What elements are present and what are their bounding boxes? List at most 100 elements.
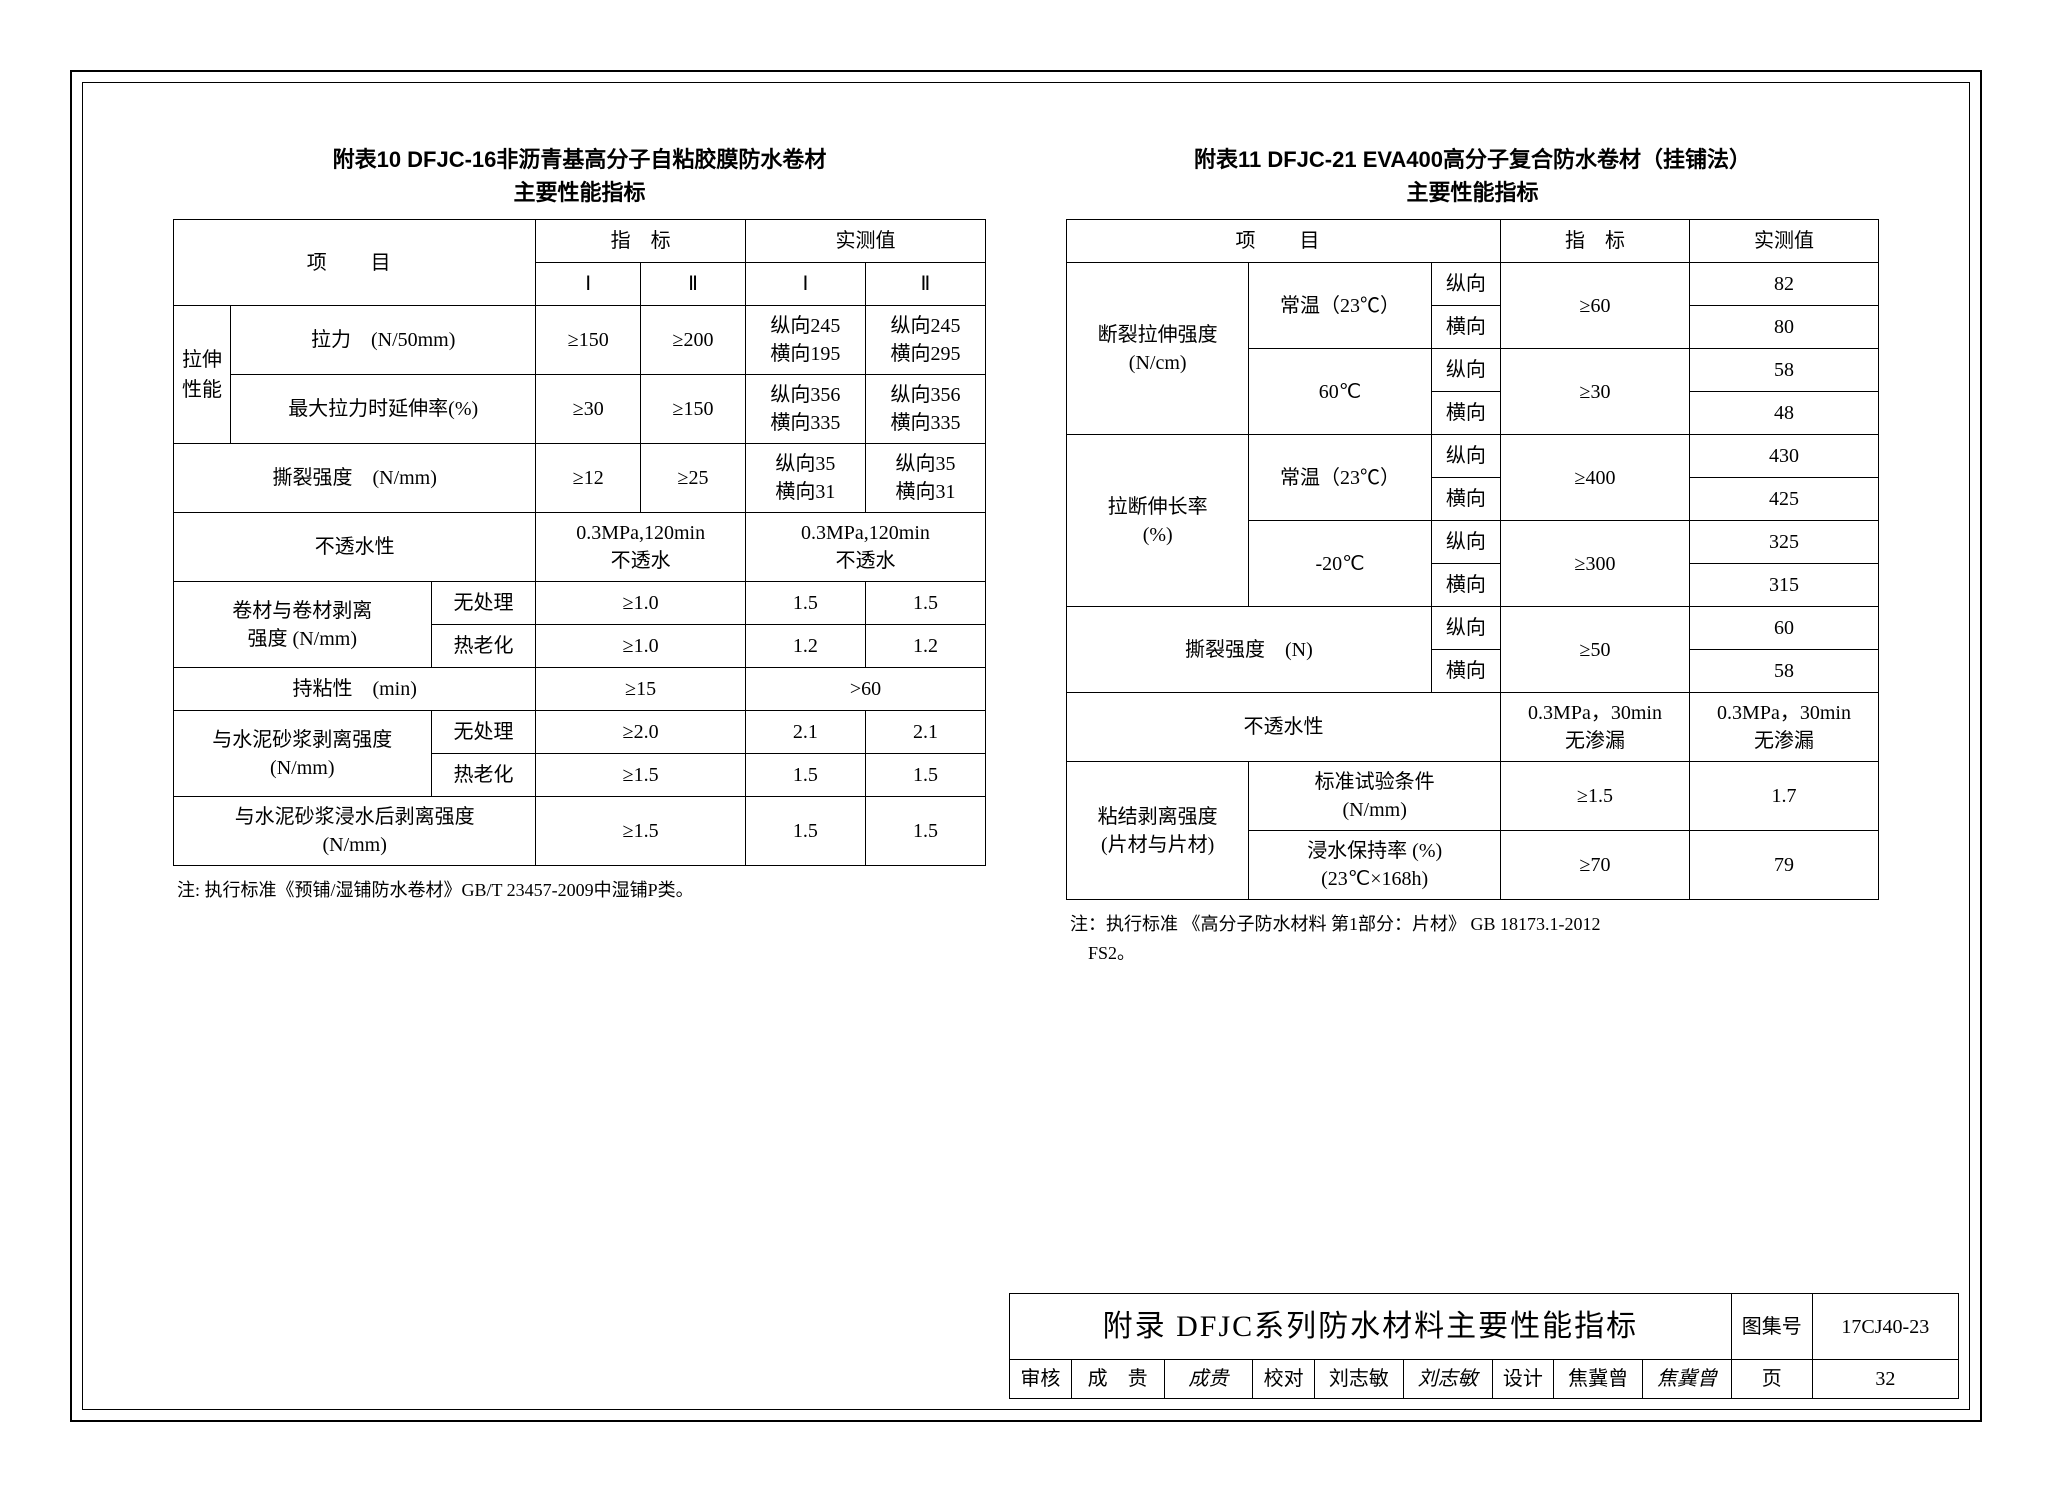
t11-g2a-m1: 430 xyxy=(1690,435,1879,478)
t10-h-II-1: Ⅱ xyxy=(641,263,746,306)
left-column: 附表10 DFJC-16非沥青基高分子自粘胶膜防水卷材 主要性能指标 项 目 指… xyxy=(173,143,986,968)
t11-g3-h: 横向 xyxy=(1431,650,1500,693)
tb-main-title: 附录 DFJC系列防水材料主要性能指标 xyxy=(1010,1294,1732,1360)
t11-g4-s: 0.3MPa，30min无渗漏 xyxy=(1501,693,1690,762)
t10-r7-m2: 2.1 xyxy=(865,711,985,754)
t10-r5-c1: 无处理 xyxy=(431,582,536,625)
table10-title-line2: 主要性能指标 xyxy=(513,180,645,205)
t11-g3-s: ≥50 xyxy=(1501,607,1690,693)
table10-note: 注: 执行标准《预铺/湿铺防水卷材》GB/T 23457-2009中湿铺P类。 xyxy=(173,876,986,905)
t10-r1-s2: ≥200 xyxy=(641,306,746,375)
t11-g2a: 常温（23℃） xyxy=(1249,435,1431,521)
t11-g5a-m: 1.7 xyxy=(1690,762,1879,831)
t11-g2b-z: 纵向 xyxy=(1431,521,1500,564)
t11-hdr-meas: 实测值 xyxy=(1690,220,1879,263)
table10: 项 目 指 标 实测值 Ⅰ Ⅱ Ⅰ Ⅱ 拉伸性能 拉力 (N/50mm) ≥15… xyxy=(173,219,986,866)
t11-g5b-s: ≥70 xyxy=(1501,831,1690,900)
t11-g2b-m2: 315 xyxy=(1690,564,1879,607)
tb-check-sig: 刘志敏 xyxy=(1403,1360,1492,1399)
t10-r6-name: 持粘性 (min) xyxy=(174,668,536,711)
t10-r4-s: 0.3MPa,120min不透水 xyxy=(536,513,746,582)
t11-g5b: 浸水保持率 (%)(23℃×168h) xyxy=(1249,831,1501,900)
t11-g1b-m1: 58 xyxy=(1690,349,1879,392)
t10-r3-m1: 纵向35横向31 xyxy=(745,444,865,513)
table10-title-line1: 附表10 DFJC-16非沥青基高分子自粘胶膜防水卷材 xyxy=(333,147,827,172)
t10-r5-c2: 热老化 xyxy=(431,625,536,668)
t11-g1b-s: ≥30 xyxy=(1501,349,1690,435)
t11-g1a-z: 纵向 xyxy=(1431,263,1500,306)
t10-r6-m: >60 xyxy=(745,668,985,711)
t11-g2a-m2: 425 xyxy=(1690,478,1879,521)
t11-g1a-m2: 80 xyxy=(1690,306,1879,349)
t11-g2a-z: 纵向 xyxy=(1431,435,1500,478)
t11-g2a-h: 横向 xyxy=(1431,478,1500,521)
tb-check: 刘志敏 xyxy=(1315,1360,1404,1399)
t11-g4: 不透水性 xyxy=(1067,693,1501,762)
t10-r8-s: ≥1.5 xyxy=(536,797,746,866)
t10-h-I-2: Ⅰ xyxy=(745,263,865,306)
tb-audit: 成 贵 xyxy=(1071,1360,1164,1399)
table11-note: 注：执行标准 《高分子防水材料 第1部分：片材》 GB 18173.1-2012… xyxy=(1066,910,1879,968)
tb-audit-lbl: 审核 xyxy=(1010,1360,1072,1399)
t10-r3-name: 撕裂强度 (N/mm) xyxy=(174,444,536,513)
t11-g3-z: 纵向 xyxy=(1431,607,1500,650)
right-column: 附表11 DFJC-21 EVA400高分子复合防水卷材（挂铺法） 主要性能指标… xyxy=(1066,143,1879,968)
t10-r1-cat: 拉伸性能 xyxy=(174,306,231,444)
table11-title-line1: 附表11 DFJC-21 EVA400高分子复合防水卷材（挂铺法） xyxy=(1194,147,1751,172)
t10-h-I-1: Ⅰ xyxy=(536,263,641,306)
tb-design: 焦冀曾 xyxy=(1554,1360,1643,1399)
t10-r2-s2: ≥150 xyxy=(641,375,746,444)
t10-r8-m1: 1.5 xyxy=(745,797,865,866)
t10-r6-s: ≥15 xyxy=(536,668,746,711)
t11-g4-m: 0.3MPa，30min无渗漏 xyxy=(1690,693,1879,762)
t10-r7-m4: 1.5 xyxy=(865,754,985,797)
title-block: 附录 DFJC系列防水材料主要性能指标 图集号 17CJ40-23 审核 成 贵… xyxy=(1009,1293,1959,1399)
t10-r5-m3: 1.2 xyxy=(745,625,865,668)
t11-g3-m1: 60 xyxy=(1690,607,1879,650)
outer-frame: 附表10 DFJC-16非沥青基高分子自粘胶膜防水卷材 主要性能指标 项 目 指… xyxy=(70,70,1982,1422)
table11: 项 目 指 标 实测值 断裂拉伸强度(N/cm) 常温（23℃） 纵向 ≥60 … xyxy=(1066,219,1879,900)
t11-g1a-m1: 82 xyxy=(1690,263,1879,306)
tb-drawset: 17CJ40-23 xyxy=(1812,1294,1958,1360)
t10-r7-s2: ≥1.5 xyxy=(536,754,746,797)
t10-r5-m4: 1.2 xyxy=(865,625,985,668)
t10-r1-m1: 纵向245横向195 xyxy=(745,306,865,375)
t10-r2-m1: 纵向356横向335 xyxy=(745,375,865,444)
t10-r5-m2: 1.5 xyxy=(865,582,985,625)
t11-g5b-m: 79 xyxy=(1690,831,1879,900)
tb-page-lbl: 页 xyxy=(1731,1360,1812,1399)
t10-r2-name: 最大拉力时延伸率(%) xyxy=(231,375,536,444)
t11-g2a-s: ≥400 xyxy=(1501,435,1690,521)
t11-g3: 撕裂强度 (N) xyxy=(1067,607,1432,693)
t11-g5a-s: ≥1.5 xyxy=(1501,762,1690,831)
t10-r3-m2: 纵向35横向31 xyxy=(865,444,985,513)
t10-r7-s1: ≥2.0 xyxy=(536,711,746,754)
t10-r8-name: 与水泥砂浆浸水后剥离强度(N/mm) xyxy=(174,797,536,866)
t11-hdr-item: 项 目 xyxy=(1067,220,1501,263)
t10-r2-s1: ≥30 xyxy=(536,375,641,444)
t10-r7-m3: 1.5 xyxy=(745,754,865,797)
t10-r1-s1: ≥150 xyxy=(536,306,641,375)
t11-g1b-z: 纵向 xyxy=(1431,349,1500,392)
t11-g2b: -20℃ xyxy=(1249,521,1431,607)
t11-g1b-h: 横向 xyxy=(1431,392,1500,435)
t11-g5a: 标准试验条件(N/mm) xyxy=(1249,762,1501,831)
t10-r7-m1: 2.1 xyxy=(745,711,865,754)
t10-r7-c2: 热老化 xyxy=(431,754,536,797)
t10-hdr-item: 项 目 xyxy=(174,220,536,306)
t10-r7-c1: 无处理 xyxy=(431,711,536,754)
inner-frame: 附表10 DFJC-16非沥青基高分子自粘胶膜防水卷材 主要性能指标 项 目 指… xyxy=(82,82,1970,1410)
t10-r1-m2: 纵向245横向295 xyxy=(865,306,985,375)
t10-r1-name: 拉力 (N/50mm) xyxy=(231,306,536,375)
content-area: 附表10 DFJC-16非沥青基高分子自粘胶膜防水卷材 主要性能指标 项 目 指… xyxy=(173,143,1879,968)
table11-title-line2: 主要性能指标 xyxy=(1406,180,1538,205)
t11-hdr-spec: 指 标 xyxy=(1501,220,1690,263)
t11-g1: 断裂拉伸强度(N/cm) xyxy=(1067,263,1249,435)
t11-g1a-s: ≥60 xyxy=(1501,263,1690,349)
t10-r5-s1: ≥1.0 xyxy=(536,582,746,625)
table10-title: 附表10 DFJC-16非沥青基高分子自粘胶膜防水卷材 主要性能指标 xyxy=(173,143,986,209)
tb-audit-sig: 成贵 xyxy=(1164,1360,1253,1399)
t11-g3-m2: 58 xyxy=(1690,650,1879,693)
t11-g2b-s: ≥300 xyxy=(1501,521,1690,607)
t10-h-II-2: Ⅱ xyxy=(865,263,985,306)
